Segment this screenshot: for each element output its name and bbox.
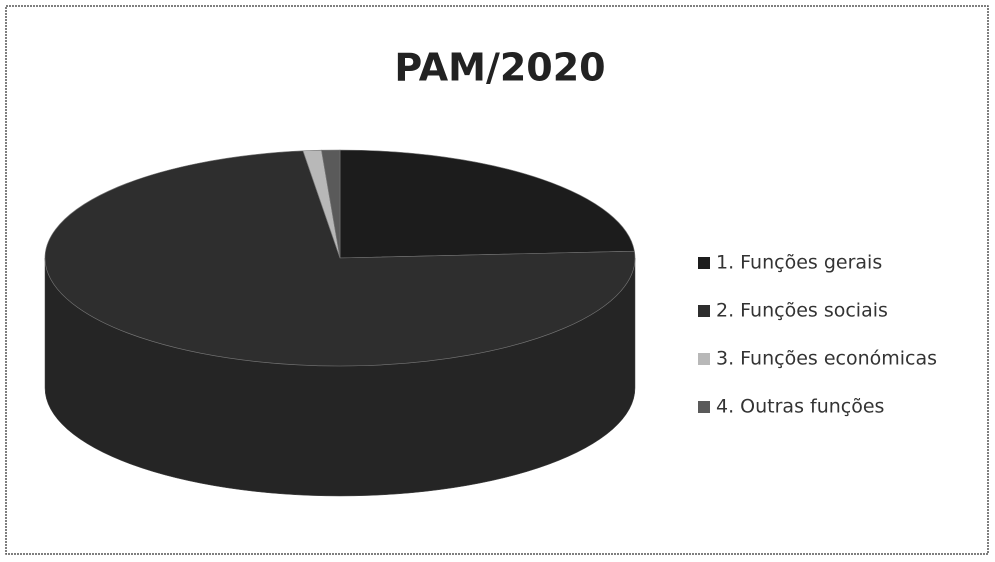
legend-swatch xyxy=(698,353,710,365)
legend-label: 4. Outras funções xyxy=(716,396,884,418)
legend-swatch xyxy=(698,305,710,317)
legend-swatch xyxy=(698,401,710,413)
slice xyxy=(44,150,636,367)
chart-title: PAM/2020 xyxy=(394,46,605,90)
slice xyxy=(339,149,635,259)
slice xyxy=(321,149,341,259)
legend-swatch xyxy=(698,257,710,269)
legend-label: 2. Funções sociais xyxy=(716,300,888,322)
legend-label: 3. Funções económicas xyxy=(716,348,937,370)
legend-label: 1. Funções gerais xyxy=(716,252,882,274)
